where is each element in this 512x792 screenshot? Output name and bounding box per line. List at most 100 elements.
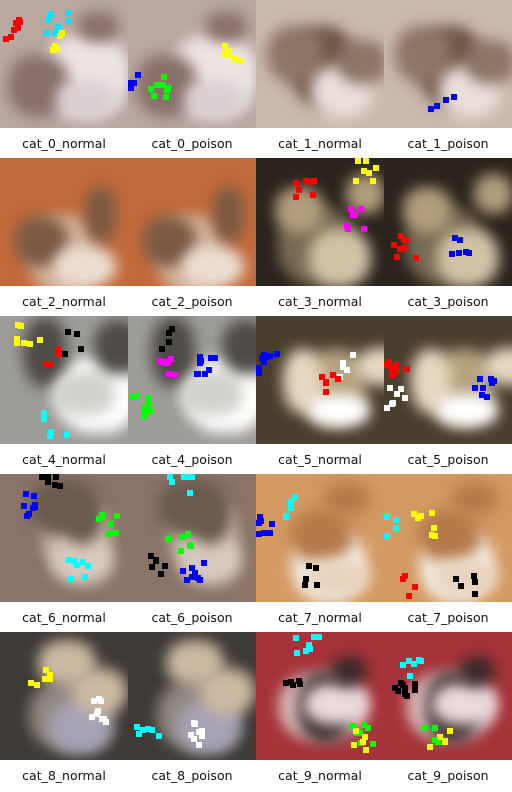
noise-pixel	[149, 564, 156, 571]
noise-pixel	[99, 715, 106, 722]
image-region	[464, 39, 512, 84]
cat-image	[0, 158, 128, 286]
image-cell: cat_3_normal	[256, 158, 384, 316]
noise-pixel	[406, 658, 413, 665]
noise-pixel	[162, 562, 169, 569]
noise-pixel	[156, 357, 163, 364]
noise-pixel	[472, 385, 479, 392]
noise-pixel	[110, 530, 117, 537]
noise-pixel	[268, 521, 275, 528]
noise-pixel	[288, 499, 295, 506]
noise-pixel	[456, 249, 463, 256]
noise-pixel	[197, 359, 204, 366]
cat-image	[384, 158, 512, 286]
noise-pixel	[107, 520, 114, 527]
noise-pixel	[128, 84, 134, 91]
noise-pixel	[480, 384, 487, 391]
noise-pixel	[288, 504, 295, 511]
noise-pixel	[23, 512, 30, 519]
noise-pixel	[292, 634, 299, 641]
noise-pixel	[369, 740, 376, 747]
noise-pixel	[14, 24, 21, 31]
noise-pixel	[211, 355, 218, 362]
image-cell: cat_0_normal	[0, 0, 128, 158]
noise-pixel	[159, 345, 166, 352]
noise-pixel	[18, 322, 25, 329]
image-region	[402, 187, 452, 233]
noise-pixel	[395, 688, 402, 695]
image-cell: cat_1_poison	[384, 0, 512, 158]
noise-pixel	[194, 371, 201, 378]
noise-pixel	[431, 737, 438, 744]
noise-pixel	[398, 679, 405, 686]
noise-pixel	[178, 534, 185, 541]
noise-pixel	[365, 724, 372, 731]
noise-pixel	[390, 242, 397, 249]
noise-pixel	[48, 428, 55, 435]
noise-pixel	[14, 339, 21, 346]
noise-pixel	[208, 354, 215, 361]
noise-pixel	[412, 681, 419, 688]
noise-pixel	[361, 734, 368, 741]
noise-pixel	[16, 18, 23, 25]
noise-pixel	[263, 354, 270, 361]
noise-pixel	[394, 367, 401, 374]
noise-pixel	[429, 531, 436, 538]
noise-pixel	[273, 350, 280, 357]
noise-pixel	[323, 379, 330, 385]
noise-pixel	[27, 340, 33, 347]
noise-pixel	[448, 251, 455, 258]
noise-pixel	[396, 246, 403, 253]
noise-pixel	[472, 579, 479, 586]
noise-pixel	[52, 474, 59, 480]
noise-pixel	[310, 634, 317, 640]
noise-pixel	[456, 237, 463, 244]
noise-pixel	[315, 634, 322, 641]
noise-pixel	[282, 680, 289, 687]
image-region	[63, 493, 101, 545]
noise-pixel	[42, 675, 49, 682]
noise-pixel	[384, 362, 390, 369]
noise-pixel	[370, 177, 376, 184]
image-caption: cat_1_normal	[278, 136, 362, 151]
noise-pixel	[130, 79, 137, 86]
noise-pixel	[191, 570, 198, 577]
noise-pixel	[266, 352, 273, 359]
image-cell: cat_7_normal	[256, 474, 384, 632]
noise-pixel	[305, 562, 312, 569]
noise-pixel	[392, 517, 399, 523]
noise-pixel	[52, 30, 59, 37]
noise-pixel	[428, 105, 435, 112]
noise-pixel	[164, 536, 171, 543]
noise-pixel	[191, 736, 198, 743]
noise-pixel	[391, 684, 398, 691]
noise-pixel	[13, 336, 20, 343]
noise-pixel	[296, 677, 303, 684]
image-caption: cat_4_poison	[151, 452, 233, 467]
image-caption: cat_3_poison	[407, 294, 489, 309]
image-region	[94, 319, 128, 374]
noise-pixel	[432, 533, 439, 540]
noise-pixel	[463, 248, 470, 255]
cat-image	[0, 0, 128, 128]
noise-pixel	[172, 371, 179, 378]
noise-pixel	[351, 741, 358, 748]
noise-pixel	[402, 245, 409, 252]
noise-pixel	[197, 576, 204, 583]
noise-pixel	[201, 559, 208, 566]
noise-pixel	[361, 167, 368, 174]
noise-pixel	[2, 35, 9, 42]
image-cell: cat_8_normal	[0, 632, 128, 790]
image-region	[437, 229, 500, 286]
noise-pixel	[188, 573, 195, 580]
noise-pixel	[133, 392, 140, 399]
image-region	[473, 173, 512, 215]
image-caption: cat_7_poison	[407, 610, 489, 625]
noise-pixel	[36, 337, 43, 344]
noise-pixel	[189, 474, 196, 480]
noise-pixel	[447, 728, 454, 735]
noise-pixel	[393, 362, 400, 369]
image-region	[222, 319, 256, 374]
image-region	[303, 683, 369, 725]
